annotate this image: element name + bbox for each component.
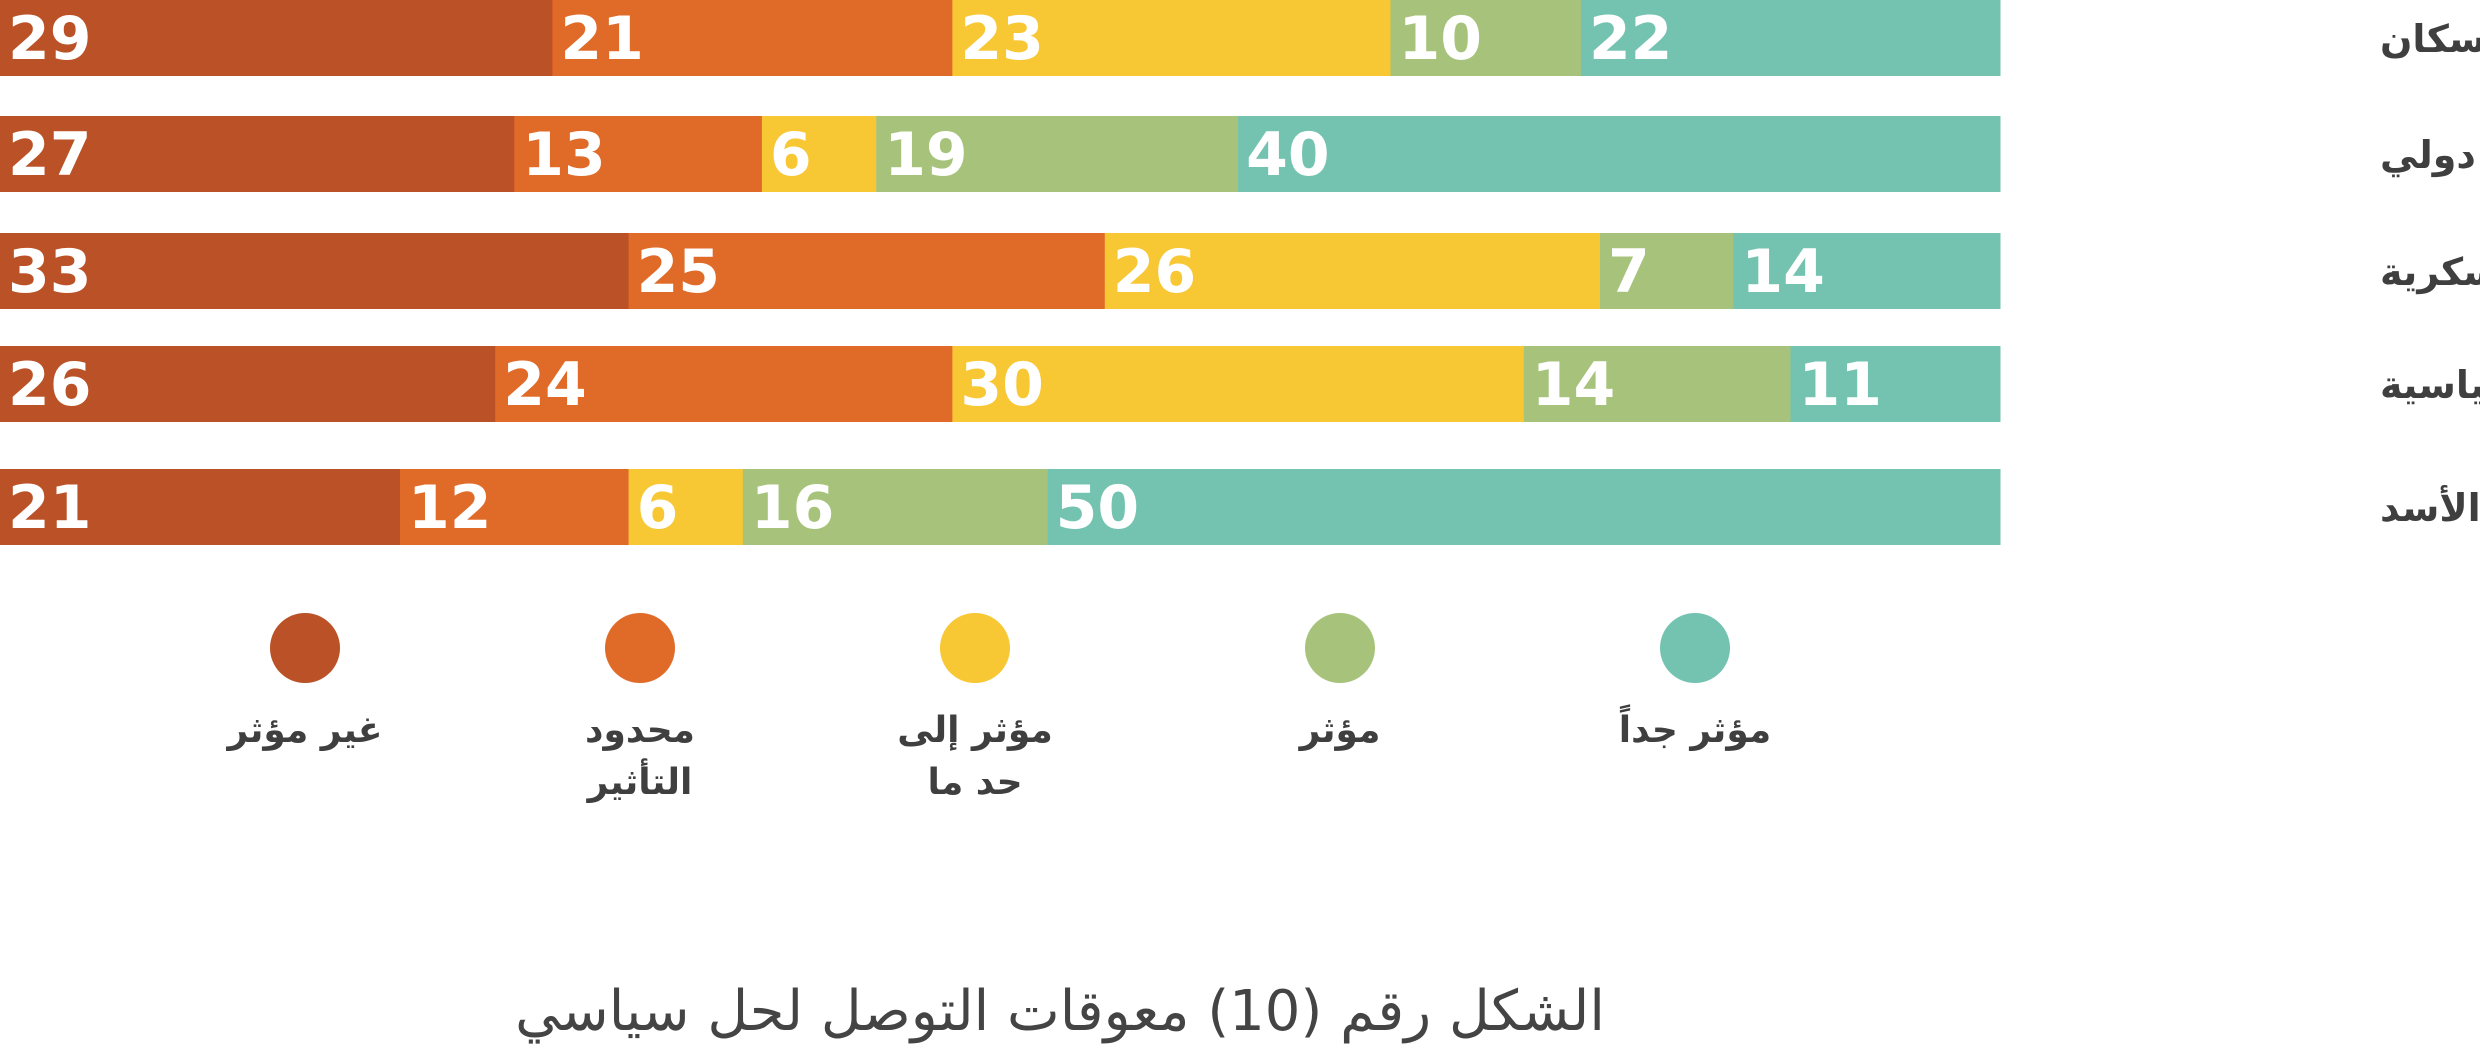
bar-segment [628,233,1106,309]
data-label: 33 [8,237,92,307]
category-label: الفصائل العسكرية [2380,250,2480,294]
legend-label: محدود [585,710,695,751]
legend-swatch [1660,613,1730,683]
data-label: 50 [1056,473,1140,543]
data-label: 21 [8,473,92,543]
data-label: 14 [1532,350,1616,420]
data-label: 11 [1798,350,1882,420]
bar-segment [495,346,953,422]
legend-swatch [940,613,1010,683]
bar-segment [1600,233,1734,309]
legend-swatch [270,613,340,683]
bar-segment [1523,346,1791,422]
bar-segment [1047,469,2001,545]
bar-segment [876,116,1239,192]
legend-label: غير مؤثر [226,710,383,751]
legend-label: التأثير [586,758,693,803]
bar-segment [761,116,877,192]
bar-segment [1104,233,1601,309]
bar-segment [1238,116,2001,192]
bar-segment [628,469,744,545]
data-label: 23 [960,4,1044,74]
bar-segment [1580,0,2001,76]
bar-segment [552,0,953,76]
bar-segment [0,116,515,192]
legend: غير مؤثر محدود التأثير مؤثر إلى حد ما مؤثر مؤث… [226,613,1771,803]
category-label: عقدة الأسد [2380,484,2480,530]
bar-segment [1390,0,1582,76]
category-label: المعارضة السياسية [2380,363,2480,407]
data-label: 26 [1113,237,1197,307]
bar-segment [0,0,553,76]
data-label: 14 [1741,237,1825,307]
bar-segment [0,233,630,309]
bar-segment [1790,346,2001,422]
bar-segment [742,469,1049,545]
bar-segment [952,0,1391,76]
data-label: 21 [560,4,644,74]
data-label: 24 [503,350,587,420]
data-label: 10 [1398,4,1482,74]
chart-caption: الشكل رقم (10) معوقات التوصل لحل سياسي [515,979,1605,1044]
data-label: 16 [751,473,835,543]
data-label: 6 [637,473,679,543]
data-label: 12 [408,473,492,543]
bar-segment [1733,233,2001,309]
data-label: 19 [884,120,968,190]
bars-group: 29 21 23 10 22 27 13 6 19 40 33 25 26 7 14 26 24 30 14 11 21… [0,0,2001,545]
bar-segment [400,469,630,545]
category-label: غياب إجماع دولي [2380,133,2480,178]
legend-label: مؤثر جداً [1619,704,1771,751]
data-label: 30 [960,350,1044,420]
legend-swatch [1305,613,1375,683]
category-labels-group: غياب جهة تمثل السكان غياب إجماع دولي الفصا… [2380,17,2480,530]
data-label: 25 [637,237,721,307]
data-label: 22 [1589,4,1673,74]
legend-swatch [605,613,675,683]
data-label: 7 [1608,237,1650,307]
data-label: 6 [770,120,812,190]
bar-segment [0,469,401,545]
bar-segment [952,346,1525,422]
legend-label: حد ما [927,762,1022,803]
data-label: 26 [8,350,92,420]
legend-label: مؤثر إلى [897,710,1053,751]
bar-segment [0,346,496,422]
category-label: غياب جهة تمثل السكان [2380,17,2480,61]
data-label: 27 [8,120,92,190]
bar-segment [514,116,763,192]
legend-label: مؤثر [1298,710,1381,751]
data-label: 29 [8,4,92,74]
data-label: 13 [522,120,606,190]
data-label: 40 [1246,120,1330,190]
